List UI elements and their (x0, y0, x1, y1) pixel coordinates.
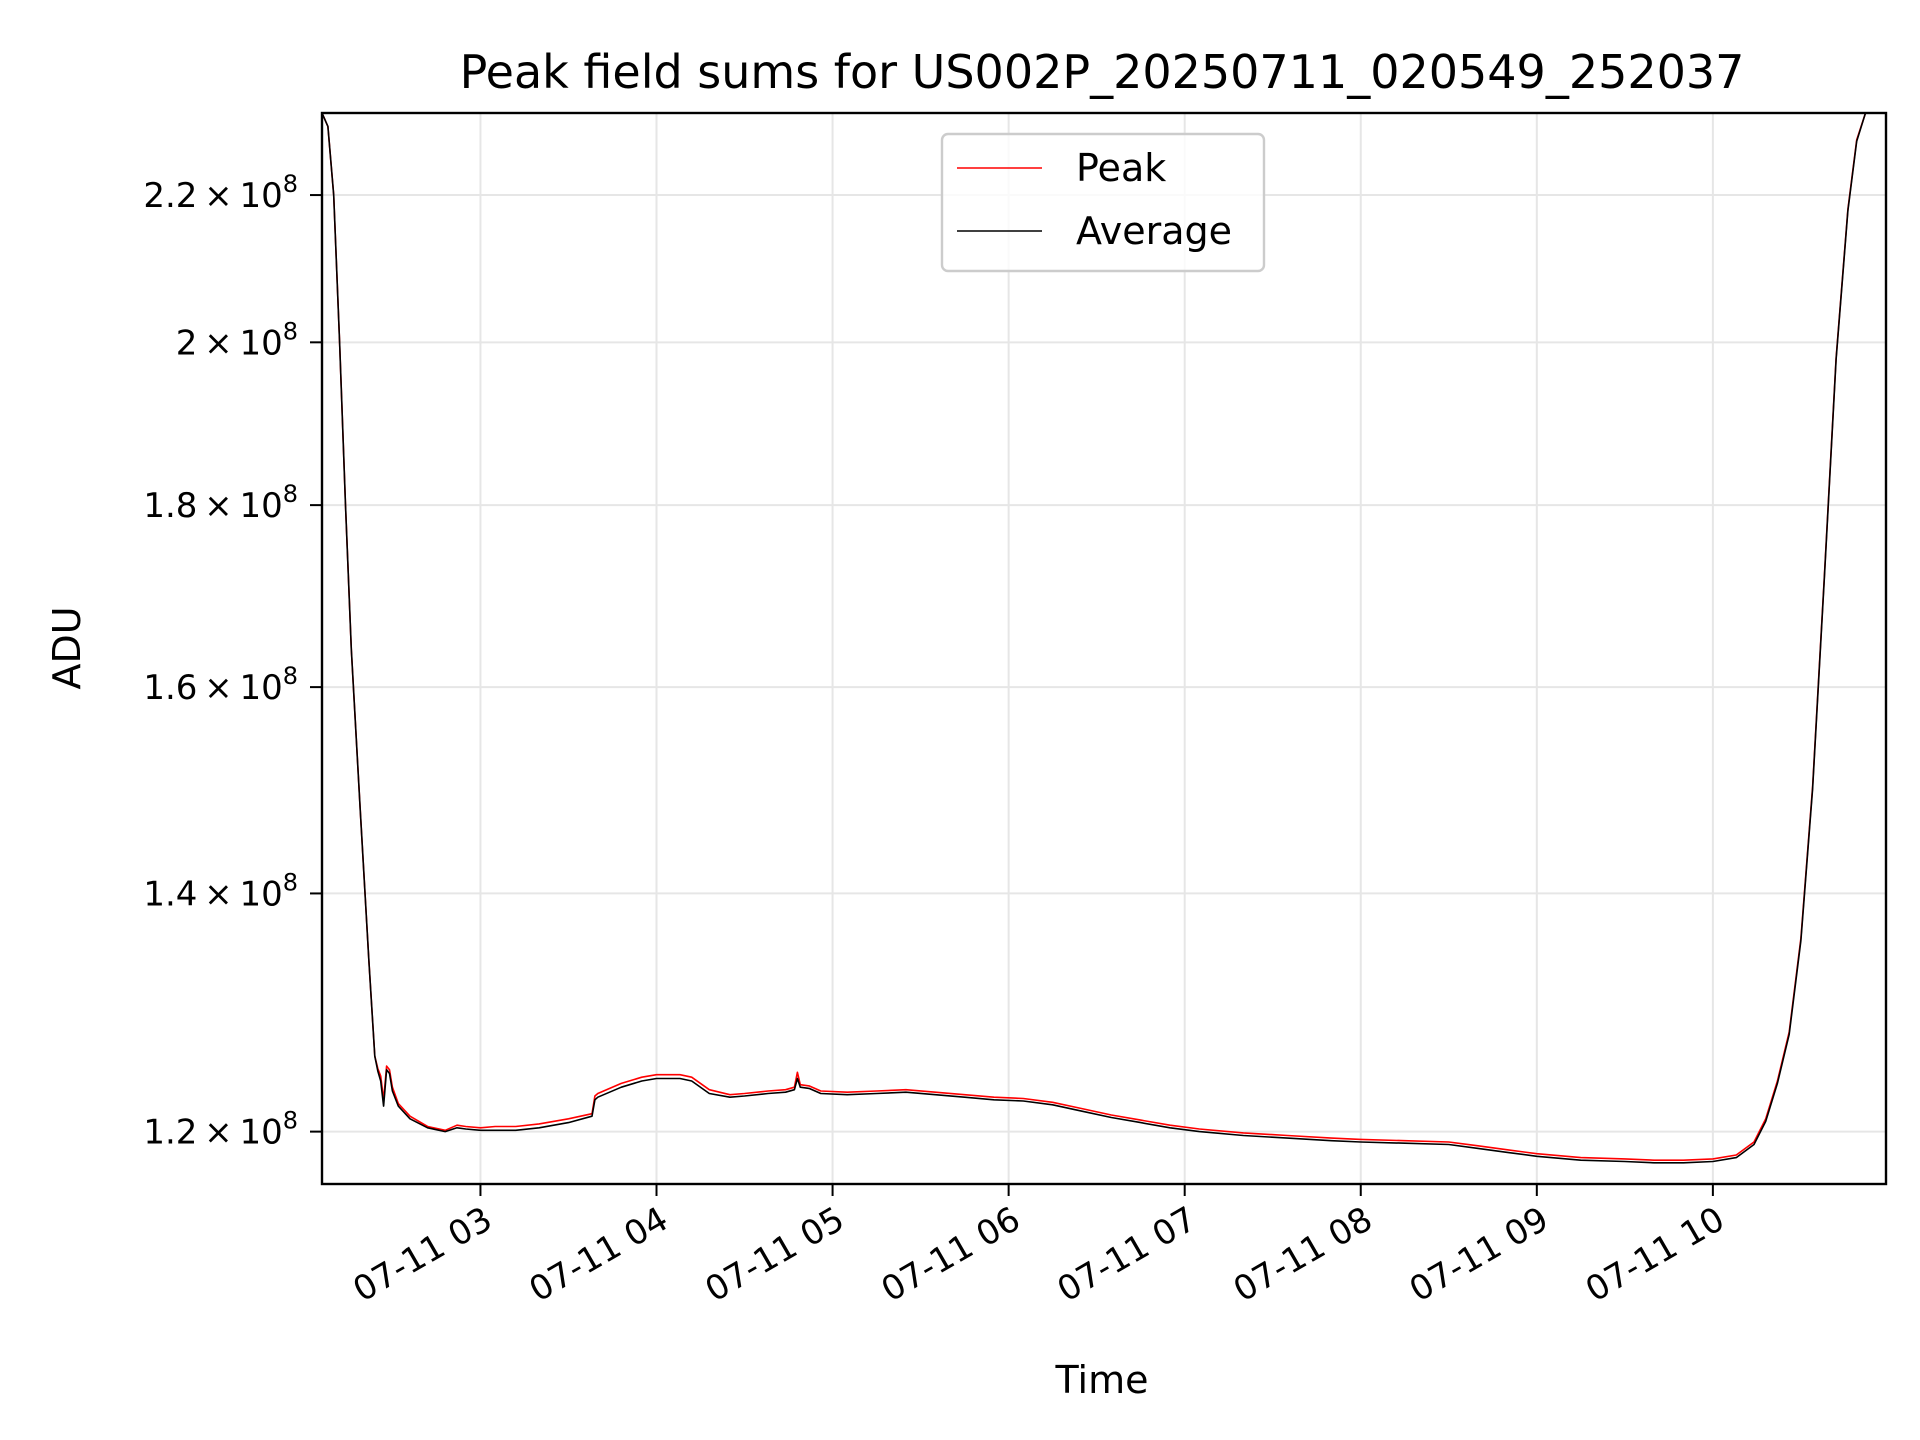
x-axis: 07-11 03 07-11 04 07-11 05 07-11 06 07-11 07… (347, 1184, 1731, 1310)
legend-label-average: Average (1076, 209, 1232, 253)
x-tick-label: 07-11 03 (347, 1199, 499, 1310)
y-tick-label: 1.4 × 108 (143, 868, 298, 914)
y-tick-label: 2 × 108 (176, 317, 298, 363)
x-tick-label: 07-11 05 (699, 1199, 851, 1310)
series-line-average (322, 113, 1886, 1164)
x-tick-label: 07-11 04 (523, 1199, 675, 1310)
y-axis: 1.2 × 108 1.4 × 108 1.6 × 108 1.8 × 108 2 × … (143, 170, 322, 1153)
y-tick-label: 1.6 × 108 (143, 662, 298, 708)
chart-title: Peak field sums for US002P_20250711_0205… (460, 45, 1745, 99)
x-tick-label: 07-11 08 (1227, 1199, 1379, 1310)
legend-label-peak: Peak (1076, 146, 1166, 190)
y-axis-label: ADU (45, 606, 89, 689)
grid (322, 113, 1886, 1184)
x-tick-label: 07-11 07 (1051, 1199, 1203, 1310)
y-tick-label: 2.2 × 108 (143, 170, 298, 216)
y-tick-label: 1.2 × 108 (143, 1107, 298, 1153)
series-lines (322, 113, 1886, 1164)
x-tick-label: 07-11 10 (1579, 1199, 1731, 1310)
x-axis-label: Time (1055, 1358, 1149, 1402)
plot-frame (320, 111, 1888, 1186)
x-tick-label: 07-11 06 (875, 1199, 1027, 1310)
x-tick-label: 07-11 09 (1403, 1199, 1555, 1310)
y-tick-label: 1.8 × 108 (143, 480, 298, 526)
legend: Peak Average (940, 132, 1266, 273)
